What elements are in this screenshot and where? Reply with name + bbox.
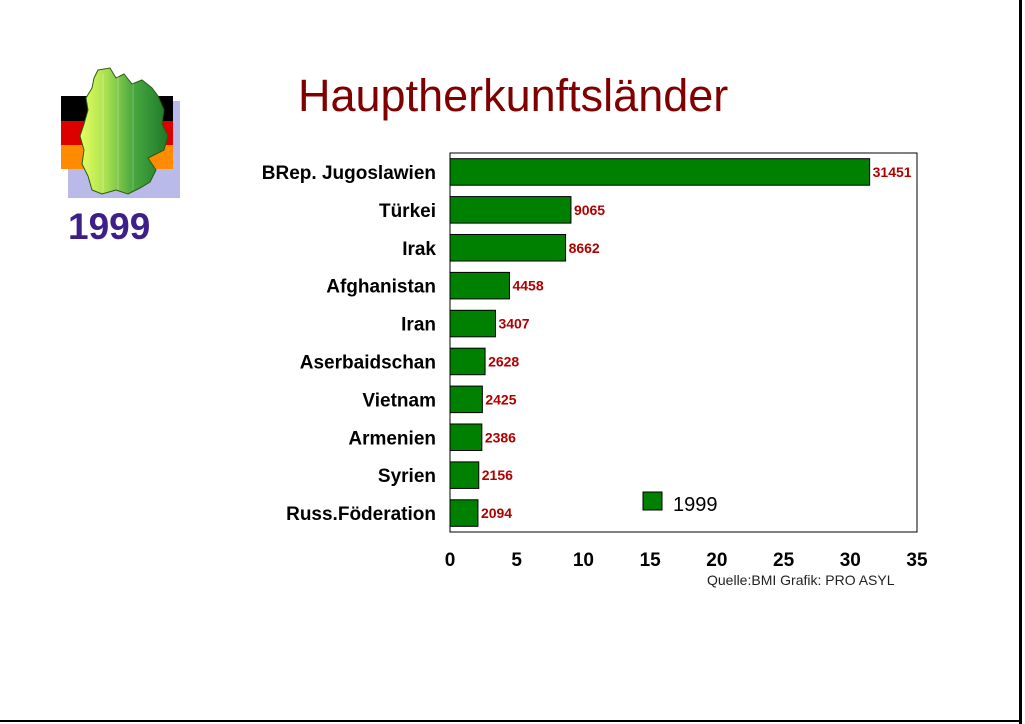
bar-value-label: 2156 xyxy=(482,467,513,483)
category-label: Vietnam xyxy=(362,390,436,411)
bar-value-label: 9065 xyxy=(574,202,605,218)
bar-4 xyxy=(449,271,510,300)
bar-value-label: 8662 xyxy=(569,240,600,256)
bar-value-label: 2386 xyxy=(485,429,516,445)
category-label: Türkei xyxy=(379,201,436,222)
germany-map-flag-icon xyxy=(61,67,180,198)
x-tick-label: 0 xyxy=(445,550,456,571)
bar-value-label: 2094 xyxy=(481,505,512,521)
bar-6 xyxy=(449,347,486,376)
category-label: Russ.Föderation xyxy=(286,504,436,525)
legend-label: 1999 xyxy=(673,494,718,516)
bar-3 xyxy=(449,233,567,262)
source-note: Quelle:BMI Grafik: PRO ASYL xyxy=(707,572,895,588)
bar-value-label: 2425 xyxy=(485,391,516,407)
category-label: BRep. Jugoslawien xyxy=(262,163,436,184)
frame-border-bottom xyxy=(0,720,1022,722)
category-label: Armenien xyxy=(348,428,436,449)
bar-value-label: 3407 xyxy=(498,316,529,332)
bar-value-label: 2628 xyxy=(488,353,519,369)
bars xyxy=(449,158,871,527)
category-label: Iran xyxy=(401,315,436,336)
legend-swatch xyxy=(642,491,663,511)
x-tick-label: 25 xyxy=(773,550,795,571)
category-labels: BRep. Jugoslawien Türkei Irak Afghanistan Ir… xyxy=(262,163,437,525)
x-axis-ticks: 0 5 10 15 20 25 30 35 xyxy=(445,550,928,571)
bar-1 xyxy=(449,158,871,186)
bar-8 xyxy=(449,423,483,452)
bar-5 xyxy=(449,309,496,338)
bar-value-label: 31451 xyxy=(873,164,912,180)
x-tick-label: 30 xyxy=(840,550,861,571)
category-label: Syrien xyxy=(378,466,436,487)
x-tick-label: 10 xyxy=(573,550,594,571)
chart-title: Hauptherkunftsländer xyxy=(298,70,729,121)
bar-7 xyxy=(449,385,483,414)
x-tick-label: 20 xyxy=(706,550,727,571)
year-label: 1999 xyxy=(68,206,151,247)
bar-value-label: 4458 xyxy=(512,278,543,294)
x-tick-label: 15 xyxy=(640,550,662,571)
value-labels: 31451 9065 8662 4458 3407 2628 2425 2386 2156 209… xyxy=(481,164,912,521)
x-tick-label: 5 xyxy=(511,550,522,571)
x-tick-label: 35 xyxy=(906,550,928,571)
category-label: Irak xyxy=(402,239,436,260)
germany-map-shape xyxy=(79,67,169,195)
bar-9 xyxy=(449,461,480,489)
category-label: Aserbaidschan xyxy=(300,352,436,373)
legend: 1999 xyxy=(642,491,718,516)
bar-2 xyxy=(449,196,572,224)
bar-10 xyxy=(449,499,479,527)
category-label: Afghanistan xyxy=(326,277,436,298)
frame-border-right xyxy=(1019,0,1022,724)
